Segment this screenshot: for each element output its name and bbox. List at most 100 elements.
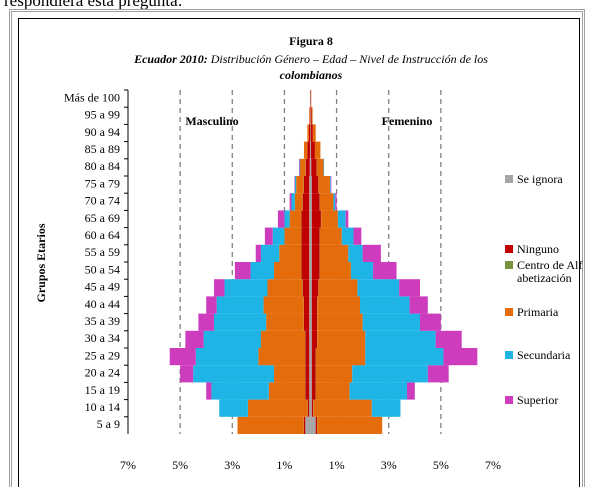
x-tick-label: 5%: [172, 458, 188, 472]
bar-segment: [311, 365, 316, 383]
bar-segment: [284, 210, 290, 228]
bar-segment: [185, 330, 204, 348]
y-tick-label: 95 a 99: [85, 108, 120, 122]
bar-segment: [341, 227, 354, 245]
bar-segment: [317, 330, 366, 348]
bar-segment: [427, 365, 449, 383]
subtitle-text: Distribución Género – Edad – Nivel de In…: [208, 52, 489, 66]
x-tick-label: 7%: [120, 458, 136, 472]
y-axis-label: Grupos Etarios: [34, 223, 48, 302]
chart-title: Figura 8: [289, 34, 333, 48]
bar-segment: [260, 244, 280, 262]
bar-segment: [263, 296, 304, 314]
bar-segment: [214, 313, 267, 331]
bar-segment: [311, 382, 316, 400]
bar-segment: [299, 158, 300, 176]
legend-item: Centro de Alfabetización: [505, 259, 583, 285]
bar-segment: [311, 296, 318, 314]
bar-segment: [319, 244, 349, 262]
bar-segment: [296, 176, 304, 194]
bar-segment: [406, 382, 415, 400]
bar-segment: [310, 141, 312, 159]
bar-segment: [266, 313, 304, 331]
y-tick-label: 30 a 34: [85, 331, 120, 345]
y-tick-label: 20 a 24: [85, 366, 120, 380]
bar-segment: [299, 158, 301, 176]
bar-segment: [260, 330, 306, 348]
bar-segment: [310, 193, 312, 211]
bar-segment: [289, 210, 302, 228]
bar-segment: [310, 176, 312, 194]
y-tick-label: 65 a 69: [85, 211, 120, 225]
legend-label: Ninguno: [517, 242, 559, 256]
bar-segment: [277, 210, 285, 228]
bar-segment: [309, 348, 311, 366]
bar-segment: [258, 348, 306, 366]
legend-swatch: [505, 175, 513, 183]
y-tick-label: 85 a 89: [85, 142, 120, 156]
bar-segment: [311, 313, 318, 331]
bar-segment: [317, 313, 363, 331]
y-tick-label: Más de 100: [64, 90, 120, 104]
bar-segment: [303, 141, 308, 159]
bar-segment: [310, 210, 312, 228]
y-tick-label: 75 a 79: [85, 176, 120, 190]
x-tick-label: 7%: [485, 458, 501, 472]
bar-segment: [302, 193, 310, 211]
bar-segment: [310, 107, 312, 125]
bar-segment: [309, 107, 310, 125]
bar-segment: [315, 365, 353, 383]
bar-segment: [255, 244, 261, 262]
bar-segment: [311, 193, 320, 211]
bar-segment: [371, 399, 401, 417]
bar-segment: [309, 382, 311, 400]
bar-segment: [214, 279, 225, 297]
bar-segment: [309, 279, 311, 297]
bar-segment: [357, 279, 400, 297]
legend-item: Ninguno: [505, 243, 583, 256]
bar-segment: [274, 262, 302, 280]
bar-segment: [319, 227, 342, 245]
y-tick-label: 60 a 64: [85, 228, 120, 242]
context-text: respondiera esta pregunta:: [4, 0, 183, 10]
bar-segment: [309, 330, 311, 348]
bar-segment: [193, 365, 274, 383]
bar-segment: [305, 365, 310, 383]
x-tick-label: 3%: [381, 458, 397, 472]
bar-segment: [310, 227, 312, 245]
bar-segment: [224, 279, 268, 297]
bar-segment: [435, 330, 462, 348]
bar-segment: [312, 124, 316, 142]
bar-segment: [309, 227, 311, 245]
bar-segment: [319, 193, 334, 211]
bar-segment: [301, 210, 310, 228]
y-tick-label: 5 a 9: [97, 417, 120, 431]
bar-segment: [349, 382, 407, 400]
bar-segment: [311, 330, 318, 348]
bar-segment: [309, 107, 311, 125]
bar-segment: [333, 193, 336, 211]
y-tick-label: 45 a 49: [85, 280, 120, 294]
legend-item: Primaria: [505, 306, 583, 319]
y-tick-label: 40 a 44: [85, 297, 120, 311]
bar-segment: [289, 193, 292, 211]
bar-segment: [305, 348, 310, 366]
bar-segment: [291, 193, 295, 211]
bar-segment: [310, 330, 312, 348]
legend-swatch: [505, 351, 513, 359]
bar-segment: [307, 124, 309, 142]
bar-segment: [311, 244, 320, 262]
bar-segment: [309, 262, 311, 280]
bar-segment: [353, 227, 362, 245]
bar-segment: [294, 176, 295, 194]
y-tick-label: 55 a 59: [85, 245, 120, 259]
bar-segment: [310, 382, 312, 400]
legend-swatch: [505, 261, 513, 269]
x-tick-label: 1%: [276, 458, 292, 472]
bar-segment: [330, 176, 332, 194]
bar-segment: [360, 296, 410, 314]
bar-segment: [365, 330, 436, 348]
bar-segment: [219, 399, 248, 417]
bar-segment: [310, 313, 312, 331]
bar-segment: [311, 107, 313, 125]
